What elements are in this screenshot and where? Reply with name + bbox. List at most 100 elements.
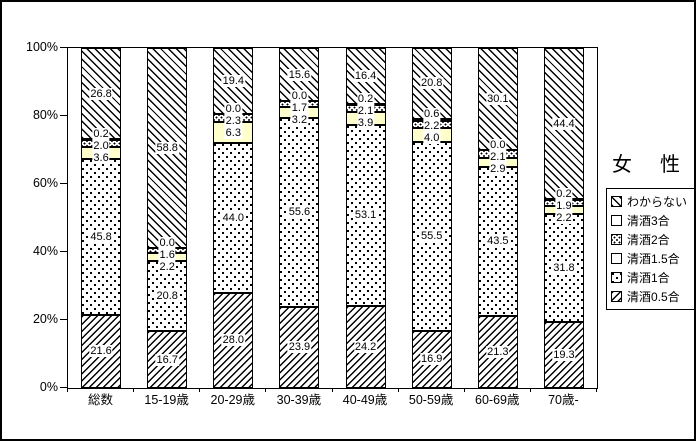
bar: 16.7 20.8 58.8 0.0 1.6 2.2 <box>147 48 188 388</box>
bar-segment <box>543 213 584 323</box>
legend-item: 清酒2合 <box>611 230 694 249</box>
y-axis-tick-label: 60% <box>32 175 58 190</box>
bar-value-label: 6.3 <box>224 126 242 139</box>
bar-value-label: 45.8 <box>89 230 113 243</box>
bar-value-label: 20.8 <box>155 289 179 302</box>
bar-value-label: 0.2 <box>92 128 110 141</box>
legend-item-label: 清酒0.5合 <box>627 289 680 304</box>
x-axis-tick <box>133 388 135 392</box>
y-axis-tick-label: 20% <box>32 311 58 326</box>
x-axis-tick <box>67 388 68 392</box>
legend-item: 清酒0.5合 <box>611 287 694 306</box>
bar-value-label: 19.3 <box>552 349 576 362</box>
bar-value-label: 1.9 <box>555 200 573 213</box>
bar-value-label: 21.3 <box>486 345 510 358</box>
bar-value-label: 0.0 <box>224 102 242 115</box>
x-axis-category-label: 15-19歳 <box>144 393 189 407</box>
legend-swatch-p-dk <box>611 215 622 226</box>
legend: わからない清酒3合清酒2合清酒1.5合 清酒1合清酒0.5合 <box>606 188 694 310</box>
bar-value-label: 43.5 <box>486 235 510 248</box>
bar-value-label: 30.1 <box>486 93 510 106</box>
bar: 21.3 43.5 30.1 0.0 2.1 2.9 <box>477 48 518 388</box>
x-axis-tick <box>265 388 267 392</box>
x-axis-tick <box>529 388 531 392</box>
bar-value-label: 0.0 <box>290 90 309 103</box>
bar: 16.9 55.5 20.8 0.6 2.2 4.0 <box>411 48 452 388</box>
bar-value-label: 55.6 <box>287 206 312 219</box>
x-axis-category-label: 50-59歳 <box>408 393 454 407</box>
legend-swatch-p-ds <box>611 272 622 283</box>
x-axis-tick <box>397 388 399 392</box>
bar-value-label: 21.6 <box>89 345 113 358</box>
bar-segment <box>213 143 254 293</box>
bar-value-label: 2.1 <box>356 104 375 117</box>
y-axis-tick <box>60 319 67 320</box>
bar-value-label: 1.7 <box>290 102 309 115</box>
bar-value-label: 3.6 <box>92 152 110 165</box>
x-axis-category-label: 30-39歳 <box>276 393 322 407</box>
bar: 24.2 53.1 16.4 0.2 2.1 3.9 <box>345 48 386 388</box>
bar-value-label: 16.4 <box>353 69 378 82</box>
bar-value-label: 0.6 <box>423 107 441 120</box>
y-axis-tick <box>60 251 67 252</box>
x-axis-category-label: 70歳- <box>548 393 579 407</box>
bar-value-label: 53.1 <box>353 209 378 222</box>
legend-item-label: 清酒1.5合 <box>627 251 680 266</box>
y-axis-tick-label: 80% <box>32 107 58 122</box>
bar-value-label: 3.2 <box>290 114 309 127</box>
x-axis-tick <box>199 388 201 392</box>
legend-item-label: わからない <box>627 194 688 209</box>
bar-value-label: 58.8 <box>155 141 179 154</box>
x-axis-category-label: 60-69歳 <box>475 393 520 407</box>
bar-segment <box>477 48 518 151</box>
bar-value-label: 23.9 <box>287 341 312 354</box>
x-axis-category-label: 総数 <box>87 393 113 407</box>
bar-value-label: 16.7 <box>155 353 179 366</box>
y-axis-tick <box>60 387 67 388</box>
x-axis-category-label: 20-29歳 <box>210 393 255 407</box>
bar-value-label: 0.2 <box>356 92 375 105</box>
x-axis-category-label: 40-49歳 <box>342 393 388 407</box>
bar-value-label: 19.4 <box>221 74 246 87</box>
bar-value-label: 44.0 <box>221 212 246 224</box>
bar: 21.6 45.8 26.8 0.2 2.0 3.6 <box>81 48 122 388</box>
bar-value-label: 2.2 <box>423 119 441 132</box>
bar-value-label: 2.2 <box>555 212 573 225</box>
bar-value-label: 15.6 <box>287 68 312 81</box>
bar-value-label: 4.0 <box>423 131 441 144</box>
bar-value-label: 20.8 <box>419 77 444 90</box>
bar-value-label: 2.1 <box>489 151 507 164</box>
legend-swatch-p-df <box>611 291 622 302</box>
y-axis-tick-label: 0% <box>39 379 58 394</box>
x-axis-tick <box>596 388 597 392</box>
legend-swatch-p-y <box>611 253 622 264</box>
legend-item: 清酒3合 <box>611 211 694 230</box>
bar-segment <box>543 48 584 200</box>
y-axis-tick <box>60 47 67 48</box>
plot-area: 21.6 45.8 26.8 0.2 2.0 3.6 16.7 20.8 58.8 0.0 1.6 2… <box>67 47 598 389</box>
bar-value-label: 2.3 <box>224 114 242 127</box>
x-axis-tick <box>331 388 333 392</box>
chart-title: 女 性 <box>612 154 684 176</box>
x-axis-tick <box>463 388 465 392</box>
bar: 19.3 31.8 44.4 0.2 1.9 2.2 <box>543 48 584 388</box>
y-axis-tick-label: 40% <box>32 243 58 258</box>
bar-value-label: 26.8 <box>89 87 113 100</box>
bar-value-label: 0.2 <box>555 188 573 201</box>
bar: 28.0 44.0 19.4 0.0 2.3 6.3 <box>213 48 254 388</box>
legend-item-label: 清酒2合 <box>627 232 670 247</box>
bar-value-label: 55.5 <box>419 230 444 243</box>
bar-value-label: 16.9 <box>419 353 444 366</box>
legend-swatch-p-dfine <box>611 234 622 245</box>
legend-item: わからない <box>611 192 694 211</box>
legend-swatch-p-db <box>611 196 622 207</box>
bar-value-label: 24.2 <box>353 340 378 353</box>
legend-item-label: 清酒3合 <box>627 213 670 228</box>
bar-segment <box>477 315 518 388</box>
bar-value-label: 44.4 <box>552 117 576 130</box>
legend-item-label: 清酒1合 <box>627 270 670 285</box>
bar-value-label: 31.8 <box>552 262 576 275</box>
y-axis-tick <box>60 183 67 184</box>
legend-item: 清酒1.5合 <box>611 249 694 268</box>
